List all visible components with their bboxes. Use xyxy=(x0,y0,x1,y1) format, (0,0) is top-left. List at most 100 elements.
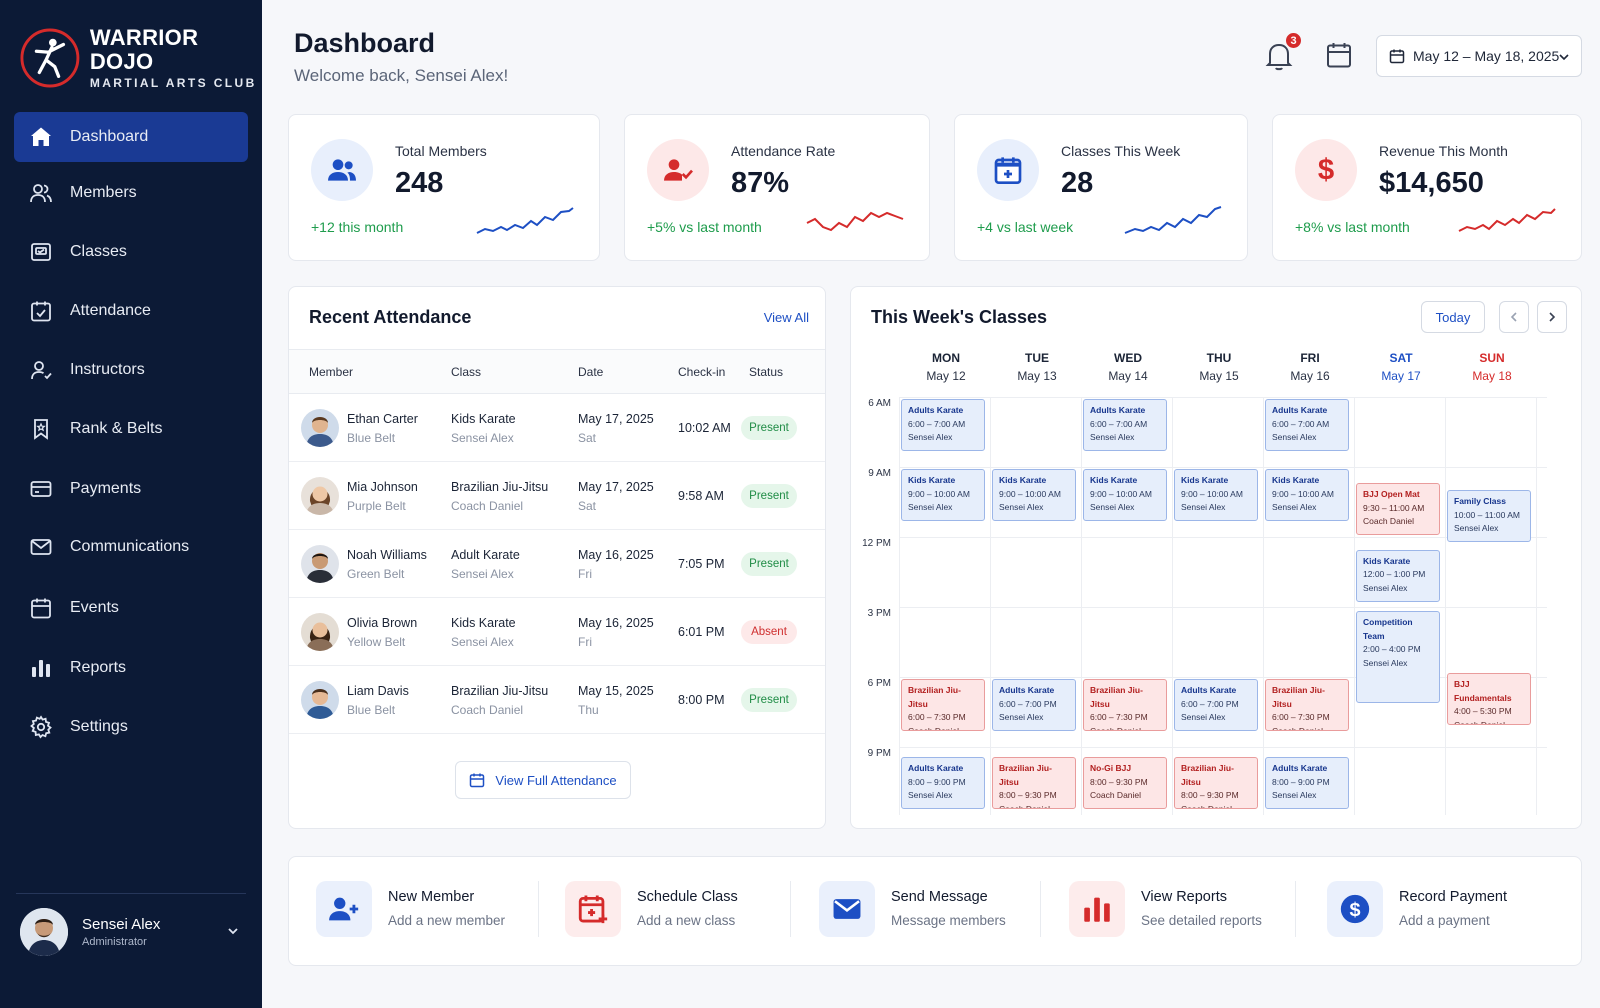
event-instructor: Coach Daniel xyxy=(1272,725,1324,731)
table-row[interactable]: Ethan Carter Blue Belt Kids Karate Sense… xyxy=(289,394,825,462)
recent-attendance-panel: Recent Attendance View All Member Class … xyxy=(288,286,826,829)
table-row[interactable]: Olivia Brown Yellow Belt Kids Karate Sen… xyxy=(289,598,825,666)
class-event[interactable]: No-Gi BJJ 8:00 – 9:30 PM Coach Daniel xyxy=(1083,757,1167,810)
mail-icon xyxy=(833,899,861,919)
bell-icon[interactable] xyxy=(1264,40,1294,72)
instructor-icon xyxy=(28,357,54,383)
class-event[interactable]: Adults Karate 6:00 – 7:00 AM Sensei Alex xyxy=(1265,399,1349,451)
view-all-link[interactable]: View All xyxy=(763,310,809,325)
event-time: 8:00 – 9:30 PM xyxy=(999,790,1057,801)
next-week-button[interactable] xyxy=(1537,301,1567,333)
sparkline xyxy=(476,207,574,234)
day-header: FRI May 16 xyxy=(1265,351,1355,383)
calendar-plus-icon xyxy=(994,157,1022,184)
stat-card-revenue[interactable]: $ Revenue This Month $14,650 +8% vs last… xyxy=(1272,114,1582,261)
column-header: Status xyxy=(749,365,784,379)
status-badge: Present xyxy=(741,416,797,440)
chevron-right-icon xyxy=(1549,312,1556,322)
dollar-icon: $ xyxy=(1340,894,1370,924)
action-title: Record Payment xyxy=(1399,889,1507,905)
sidebar-item-events[interactable]: Events xyxy=(14,583,248,633)
stat-value: 87% xyxy=(731,167,790,199)
brand[interactable]: WARRIOR DOJO MARTIAL ARTS CLUB xyxy=(20,26,262,90)
attendance-day: Fri xyxy=(578,635,592,649)
stat-card-total-members[interactable]: Total Members 248 +12 this month xyxy=(288,114,600,261)
sidebar-item-label: Attendance xyxy=(70,302,151,319)
class-event[interactable]: Adults Karate 6:00 – 7:00 AM Sensei Alex xyxy=(1083,399,1167,451)
class-event[interactable]: BJJ Fundamentals 4:00 – 5:30 PM Coach Dani… xyxy=(1447,673,1531,726)
class-event[interactable]: Kids Karate 9:00 – 10:00 AM Sensei Alex xyxy=(1174,469,1258,521)
event-instructor: Sensei Alex xyxy=(1090,502,1135,512)
member-belt: Blue Belt xyxy=(347,431,396,445)
sidebar-item-reports[interactable]: Reports xyxy=(14,643,248,693)
class-instructor: Sensei Alex xyxy=(451,431,514,445)
event-name: BJJ Fundamentals xyxy=(1454,679,1512,703)
event-name: Competition Team xyxy=(1363,617,1413,641)
sidebar-item-classes[interactable]: Classes xyxy=(14,227,248,277)
chevron-down-icon xyxy=(1559,54,1569,61)
view-full-attendance-button[interactable]: View Full Attendance xyxy=(455,761,631,799)
calendar-icon[interactable] xyxy=(1326,41,1352,69)
event-time: 6:00 – 7:30 PM xyxy=(1272,712,1330,722)
sidebar-item-attendance[interactable]: Attendance xyxy=(14,286,248,336)
time-label: 12 PM xyxy=(862,538,891,549)
time-label: 6 PM xyxy=(867,678,891,689)
event-name: Adults Karate xyxy=(1181,685,1237,695)
action-icon-tile xyxy=(316,881,372,937)
class-event[interactable]: Adults Karate 8:00 – 9:00 PM Sensei Alex xyxy=(901,757,985,810)
attendance-date: May 17, 2025 xyxy=(578,480,654,494)
sidebar-item-communications[interactable]: Communications xyxy=(14,522,248,572)
sidebar-item-dashboard[interactable]: Dashboard xyxy=(14,112,248,162)
table-row[interactable]: Liam Davis Blue Belt Brazilian Jiu-Jitsu… xyxy=(289,666,825,734)
event-name: Adults Karate xyxy=(1272,763,1328,774)
sidebar-item-payments[interactable]: Payments xyxy=(14,464,248,514)
class-event[interactable]: Kids Karate 12:00 – 1:00 PM Sensei Alex xyxy=(1356,549,1440,602)
stat-card-classes-this-week[interactable]: Classes This Week 28 +4 vs last week xyxy=(954,114,1248,261)
class-event[interactable]: Brazilian Jiu-Jitsu 6:00 – 7:30 PM Coach D… xyxy=(1083,679,1167,731)
sidebar-item-instructors[interactable]: Instructors xyxy=(14,345,248,395)
sidebar-item-label: Communications xyxy=(70,538,190,555)
divider xyxy=(1040,881,1041,937)
action-icon-tile: $ xyxy=(1327,881,1383,937)
day-date: May 15 xyxy=(1199,369,1239,383)
class-event[interactable]: Adults Karate 6:00 – 7:00 PM Sensei Alex xyxy=(992,679,1076,731)
svg-text:$: $ xyxy=(1318,154,1334,186)
class-event[interactable]: Brazilian Jiu-Jitsu 6:00 – 7:30 PM Coach D… xyxy=(901,679,985,731)
class-event[interactable]: Adults Karate 6:00 – 7:00 AM Sensei Alex xyxy=(901,399,985,451)
stat-card-attendance-rate[interactable]: Attendance Rate 87% +5% vs last month xyxy=(624,114,930,261)
day-name: THU xyxy=(1206,351,1232,365)
user-profile[interactable]: Sensei Alex Administrator xyxy=(20,908,246,956)
class-event[interactable]: Kids Karate 9:00 – 10:00 AM Sensei Alex xyxy=(901,469,985,521)
grid-row-line xyxy=(899,537,1547,538)
table-row[interactable]: Noah Williams Green Belt Adult Karate Se… xyxy=(289,530,825,598)
sidebar-item-members[interactable]: Members xyxy=(14,168,248,218)
day-date: May 12 xyxy=(926,369,966,383)
stat-change: +12 this month xyxy=(311,219,404,235)
class-event[interactable]: Kids Karate 9:00 – 10:00 AM Sensei Alex xyxy=(992,469,1076,521)
event-time: 8:00 – 9:00 PM xyxy=(1272,776,1330,787)
class-event[interactable]: Brazilian Jiu-Jitsu 6:00 – 7:30 PM Coach D… xyxy=(1265,679,1349,731)
date-range-picker[interactable]: May 12 – May 18, 2025 xyxy=(1376,35,1582,77)
class-event[interactable]: Adults Karate 6:00 – 7:00 PM Sensei Alex xyxy=(1174,679,1258,731)
table-row[interactable]: Mia Johnson Purple Belt Brazilian Jiu-Ji… xyxy=(289,462,825,530)
class-event[interactable]: Kids Karate 9:00 – 10:00 AM Sensei Alex xyxy=(1083,469,1167,521)
class-event[interactable]: Adults Karate 8:00 – 9:00 PM Sensei Alex xyxy=(1265,757,1349,810)
event-time: 8:00 – 9:30 PM xyxy=(1181,790,1239,801)
sparkline xyxy=(1458,208,1556,232)
sidebar-item-rank-belts[interactable]: Rank & Belts xyxy=(14,404,248,454)
day-date: May 18 xyxy=(1472,369,1512,383)
sidebar-item-settings[interactable]: Settings xyxy=(14,702,248,752)
divider xyxy=(538,881,539,937)
chevron-down-icon[interactable] xyxy=(226,924,240,938)
class-event[interactable]: Kids Karate 9:00 – 10:00 AM Sensei Alex xyxy=(1265,469,1349,521)
action-subtitle: Add a payment xyxy=(1399,913,1490,928)
previous-week-button[interactable] xyxy=(1499,301,1529,333)
today-button[interactable]: Today xyxy=(1421,301,1485,333)
stat-change: +8% vs last month xyxy=(1295,219,1410,235)
class-event[interactable]: BJJ Open Mat 9:30 – 11:00 AM Coach Daniel xyxy=(1356,483,1440,535)
event-time: 2:00 – 4:00 PM xyxy=(1363,644,1421,655)
class-event[interactable]: Family Class 10:00 – 11:00 AM Sensei Alex xyxy=(1447,490,1531,542)
class-event[interactable]: Brazilian Jiu-Jitsu 8:00 – 9:30 PM Coach D… xyxy=(992,757,1076,810)
class-event[interactable]: Competition Team 2:00 – 4:00 PM Sensei Ale… xyxy=(1356,611,1440,704)
class-event[interactable]: Brazilian Jiu-Jitsu 8:00 – 9:30 PM Coach D… xyxy=(1174,757,1258,810)
